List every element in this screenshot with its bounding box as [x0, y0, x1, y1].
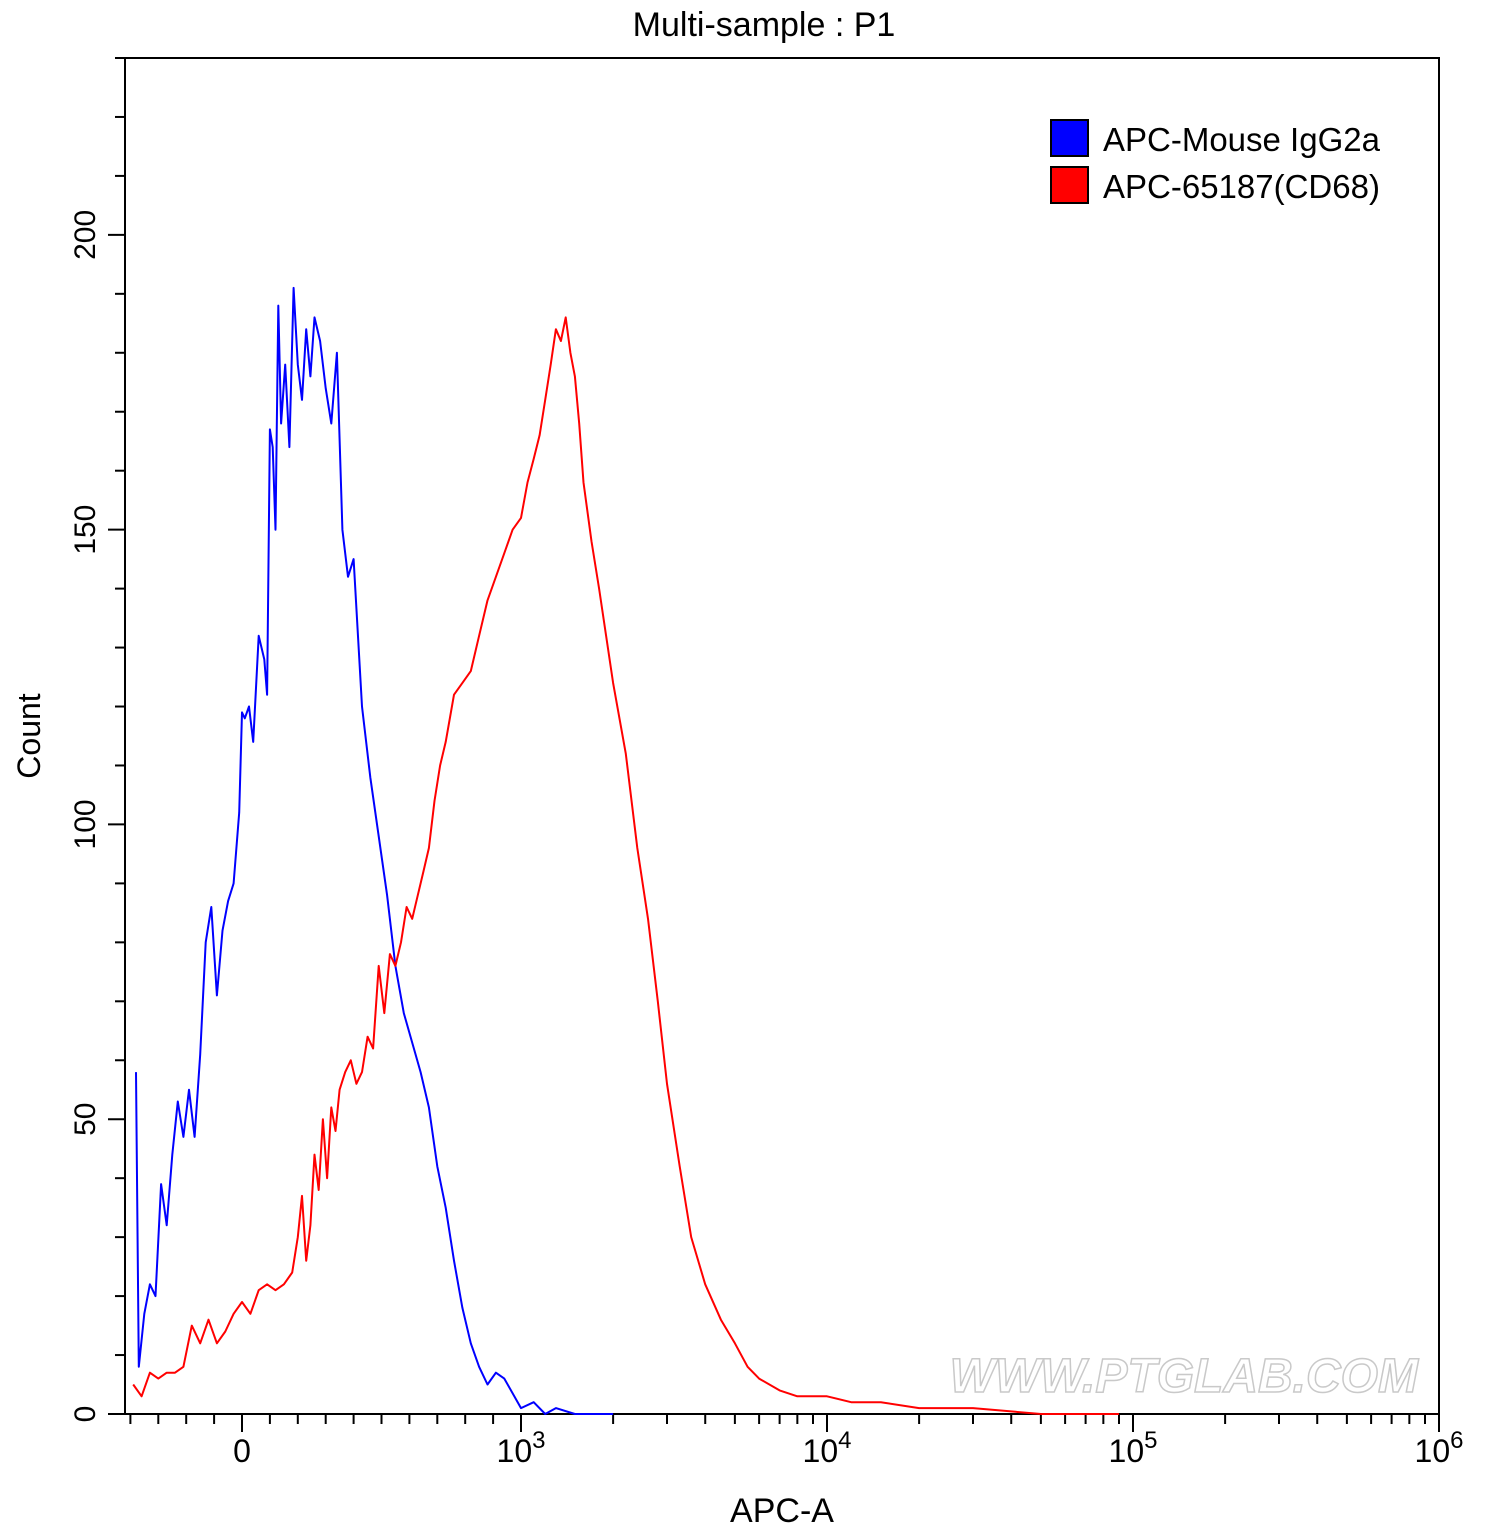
- series-layer: [132, 286, 1119, 1415]
- x-tick-label: 104: [803, 1427, 852, 1469]
- legend-label: APC-65187(CD68): [1103, 168, 1380, 205]
- chart-title: Multi-sample : P1: [633, 6, 896, 44]
- x-axis: 0 103 104 105 106: [129, 1414, 1464, 1469]
- x-axis-label: APC-A: [730, 1492, 834, 1530]
- legend-swatch: [1050, 166, 1089, 204]
- y-tick-label: 200: [69, 210, 102, 260]
- legend-swatch: [1050, 119, 1089, 157]
- y-axis-label: Count: [11, 693, 47, 779]
- y-tick-label: 0: [69, 1406, 102, 1423]
- watermark: WWW.PTGLAB.COM: [950, 1350, 1419, 1403]
- x-tick-label: 103: [497, 1427, 546, 1469]
- y-axis: 0 50 100 150 200: [69, 57, 125, 1423]
- series-line-1: [135, 286, 614, 1415]
- x-tick-label: 105: [1109, 1427, 1158, 1469]
- legend-label: APC-Mouse IgG2a: [1103, 121, 1381, 158]
- y-tick-label: 150: [69, 505, 102, 555]
- x-tick-label: 106: [1415, 1427, 1464, 1469]
- series-line-2: [132, 316, 1119, 1415]
- y-tick-label: 50: [69, 1103, 102, 1136]
- plot-frame: [124, 57, 1440, 1415]
- y-tick-label: 100: [69, 799, 102, 849]
- x-tick-label: 0: [233, 1433, 251, 1469]
- legend: APC-Mouse IgG2a APC-65187(CD68): [1050, 119, 1381, 205]
